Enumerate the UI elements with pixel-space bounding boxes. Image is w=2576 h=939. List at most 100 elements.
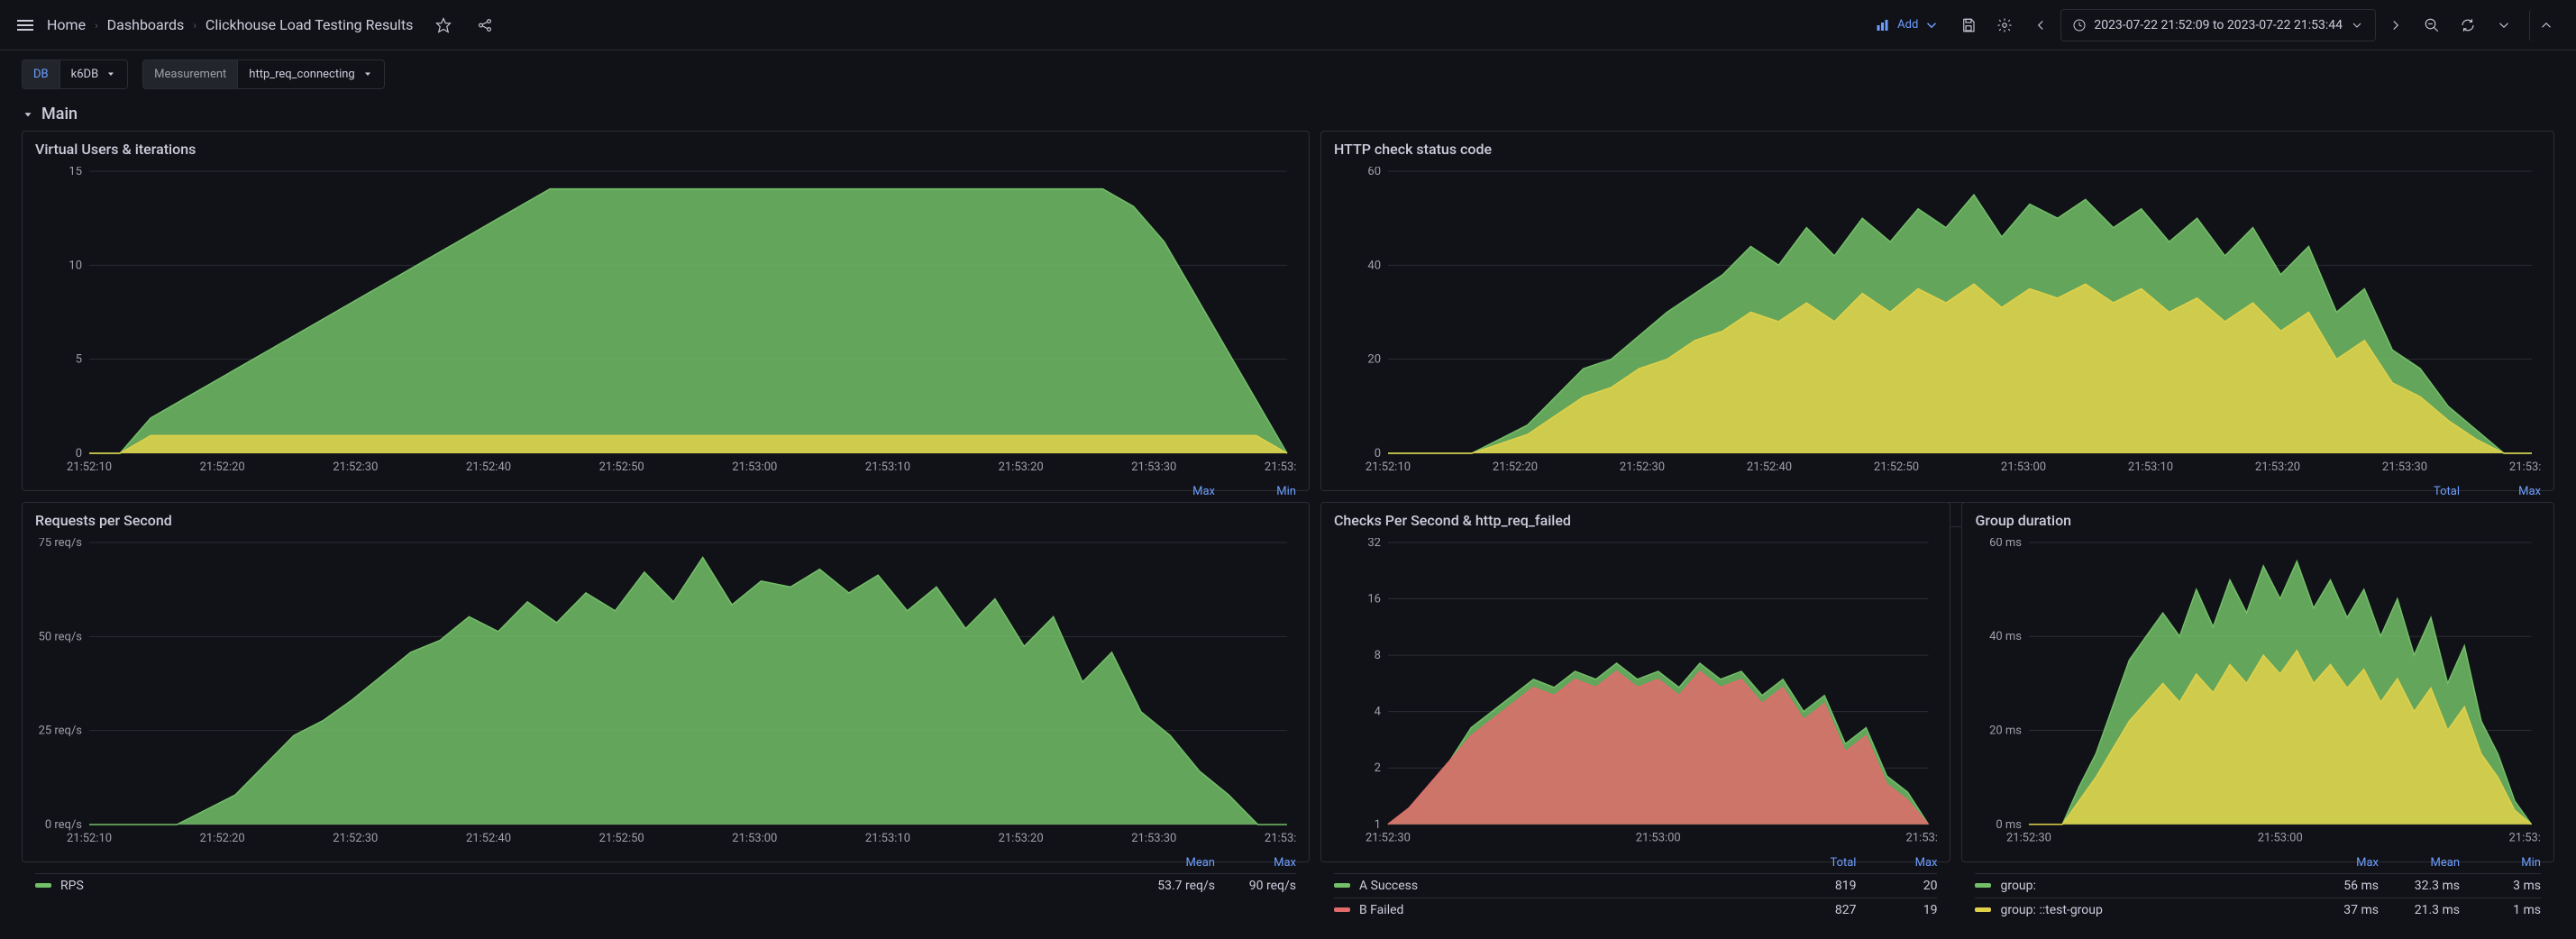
legend-swatch bbox=[35, 883, 51, 888]
chart[interactable]: 05101521:52:1021:52:2021:52:3021:52:4021… bbox=[35, 167, 1296, 476]
legend: MaxMeanMingroup:56 ms32.3 ms3 msgroup: :… bbox=[1975, 852, 2541, 922]
breadcrumb-dashboards[interactable]: Dashboards bbox=[107, 16, 185, 33]
legend-col[interactable]: Min bbox=[2460, 856, 2541, 870]
legend-col[interactable]: Total bbox=[2379, 485, 2460, 498]
time-range-picker[interactable]: 2023-07-22 21:52:09 to 2023-07-22 21:53:… bbox=[2060, 9, 2376, 41]
legend-value: 56 ms bbox=[2297, 879, 2379, 893]
svg-text:21:52:50: 21:52:50 bbox=[599, 460, 644, 474]
refresh-icon[interactable] bbox=[2452, 9, 2484, 41]
svg-text:21:53:40: 21:53:40 bbox=[1265, 460, 1296, 474]
svg-text:50 req/s: 50 req/s bbox=[39, 630, 83, 643]
svg-text:5: 5 bbox=[76, 353, 82, 367]
legend-col[interactable]: Mean bbox=[2379, 856, 2460, 870]
legend-row[interactable]: group:56 ms32.3 ms3 ms bbox=[1975, 873, 2541, 898]
collapse-icon[interactable] bbox=[2529, 9, 2562, 41]
legend-row[interactable]: RPS53.7 req/s90 req/s bbox=[35, 873, 1296, 898]
svg-text:16: 16 bbox=[1367, 593, 1381, 606]
svg-text:21:53:30: 21:53:30 bbox=[1905, 832, 1937, 845]
legend-col[interactable]: Total bbox=[1775, 856, 1856, 870]
var-measurement: Measurement http_req_connecting bbox=[142, 59, 385, 89]
legend-value: 827 bbox=[1775, 903, 1856, 917]
svg-text:21:52:30: 21:52:30 bbox=[333, 832, 378, 845]
legend-row[interactable]: B Failed82719 bbox=[1334, 898, 1938, 922]
svg-text:60 ms: 60 ms bbox=[1990, 538, 2023, 550]
chart[interactable]: 0 ms20 ms40 ms60 ms21:52:3021:53:0021:53… bbox=[1975, 538, 2541, 847]
variable-bar: DB k6DB Measurement http_req_connecting bbox=[0, 50, 2576, 97]
legend-label: RPS bbox=[60, 879, 1134, 893]
legend-col[interactable]: Mean bbox=[1134, 856, 1215, 870]
legend-col[interactable]: Min bbox=[1215, 485, 1296, 498]
legend-swatch bbox=[1975, 907, 1991, 912]
svg-text:21:52:20: 21:52:20 bbox=[1493, 460, 1538, 474]
panel-title: Group duration bbox=[1962, 503, 2553, 538]
legend: TotalMax A Success81920B Failed82719 bbox=[1334, 852, 1938, 922]
svg-text:21:53:10: 21:53:10 bbox=[865, 832, 910, 845]
legend-col[interactable]: Max bbox=[1856, 856, 1937, 870]
svg-text:0: 0 bbox=[76, 447, 82, 460]
add-label: Add bbox=[1897, 18, 1918, 32]
legend: MeanMax RPS53.7 req/s90 req/s bbox=[35, 852, 1296, 898]
svg-text:32: 32 bbox=[1367, 538, 1381, 550]
svg-text:21:53:30: 21:53:30 bbox=[2509, 832, 2541, 845]
var-db-value-text: k6DB bbox=[71, 68, 99, 81]
svg-text:8: 8 bbox=[1375, 649, 1381, 662]
legend-value: 19 bbox=[1856, 903, 1937, 917]
svg-text:21:52:10: 21:52:10 bbox=[67, 460, 112, 474]
svg-text:21:53:00: 21:53:00 bbox=[1636, 832, 1681, 845]
legend-swatch bbox=[1334, 907, 1350, 912]
legend-col[interactable]: Max bbox=[1215, 856, 1296, 870]
refresh-dropdown-icon[interactable] bbox=[2488, 9, 2520, 41]
legend-row[interactable]: group: ::test-group37 ms21.3 ms1 ms bbox=[1975, 898, 2541, 922]
var-measurement-value[interactable]: http_req_connecting bbox=[237, 59, 384, 89]
legend-swatch bbox=[1334, 883, 1350, 888]
menu-icon[interactable] bbox=[14, 14, 36, 36]
legend-col[interactable]: Max bbox=[2460, 485, 2541, 498]
var-db-value[interactable]: k6DB bbox=[59, 59, 129, 89]
breadcrumb-current: Clickhouse Load Testing Results bbox=[206, 16, 414, 33]
legend-col[interactable]: Max bbox=[1134, 485, 1215, 498]
legend-swatch bbox=[1975, 883, 1991, 888]
svg-text:21:52:20: 21:52:20 bbox=[200, 832, 245, 845]
legend-row[interactable]: A Success81920 bbox=[1334, 873, 1938, 898]
svg-text:21:53:40: 21:53:40 bbox=[1265, 832, 1296, 845]
section-title: Main bbox=[41, 105, 78, 123]
header-actions: Add 2023-07-22 21:52:09 to 2023-07-22 21… bbox=[1867, 9, 2562, 41]
svg-text:0: 0 bbox=[1375, 447, 1381, 460]
svg-text:60: 60 bbox=[1367, 167, 1381, 178]
svg-text:1: 1 bbox=[1375, 818, 1381, 832]
breadcrumb: Home › Dashboards › Clickhouse Load Test… bbox=[47, 9, 1867, 41]
panel-virtual-users: Virtual Users & iterations 05101521:52:1… bbox=[22, 131, 1310, 491]
svg-text:21:52:30: 21:52:30 bbox=[2006, 832, 2051, 845]
chart[interactable]: 0 req/s25 req/s50 req/s75 req/s21:52:102… bbox=[35, 538, 1296, 847]
var-measurement-label: Measurement bbox=[142, 59, 237, 89]
var-db-label: DB bbox=[22, 59, 59, 89]
time-back-icon[interactable] bbox=[2024, 9, 2057, 41]
chart[interactable]: 1248163221:52:3021:53:0021:53:30 bbox=[1334, 538, 1938, 847]
svg-text:21:53:00: 21:53:00 bbox=[732, 832, 777, 845]
panel-http-status: HTTP check status code 020406021:52:1021… bbox=[1320, 131, 2554, 491]
chart[interactable]: 020406021:52:1021:52:2021:52:3021:52:402… bbox=[1334, 167, 2541, 476]
section-toggle[interactable]: Main bbox=[0, 97, 2576, 131]
legend-label: group: ::test-group bbox=[2000, 903, 2297, 917]
legend-value: 53.7 req/s bbox=[1134, 879, 1215, 893]
star-icon[interactable] bbox=[427, 9, 460, 41]
panel-title: Checks Per Second & http_req_failed bbox=[1321, 503, 1950, 538]
legend-value: 3 ms bbox=[2460, 879, 2541, 893]
breadcrumb-home[interactable]: Home bbox=[47, 16, 86, 33]
panel-checks-per-second: Checks Per Second & http_req_failed 1248… bbox=[1320, 502, 1951, 862]
save-icon[interactable] bbox=[1952, 9, 1985, 41]
panel-title: Requests per Second bbox=[23, 503, 1309, 538]
svg-text:21:52:40: 21:52:40 bbox=[1747, 460, 1792, 474]
share-icon[interactable] bbox=[469, 9, 501, 41]
add-button[interactable]: Add bbox=[1867, 9, 1949, 41]
svg-text:21:52:50: 21:52:50 bbox=[1874, 460, 1919, 474]
legend-col[interactable]: Max bbox=[2297, 856, 2379, 870]
svg-text:20: 20 bbox=[1367, 353, 1381, 367]
svg-text:75 req/s: 75 req/s bbox=[39, 538, 83, 550]
svg-text:21:53:00: 21:53:00 bbox=[732, 460, 777, 474]
zoom-out-icon[interactable] bbox=[2416, 9, 2448, 41]
time-forward-icon[interactable] bbox=[2380, 9, 2412, 41]
settings-icon[interactable] bbox=[1988, 9, 2021, 41]
svg-text:21:52:10: 21:52:10 bbox=[67, 832, 112, 845]
svg-text:21:53:10: 21:53:10 bbox=[2128, 460, 2173, 474]
